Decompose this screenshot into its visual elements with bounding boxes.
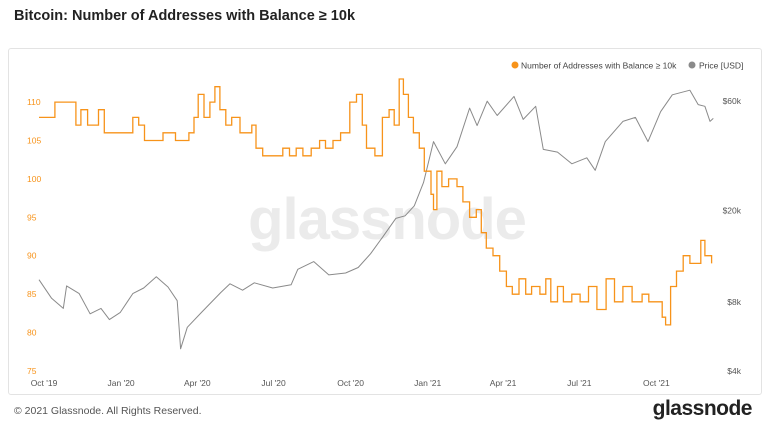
chart-canvas: glassnode Number of Addresses with Balan… bbox=[27, 61, 743, 389]
y-axis-right: $4k $8k $20k $60k bbox=[723, 96, 742, 376]
y-right-tick-label: $4k bbox=[727, 366, 741, 376]
copyright-text: © 2021 Glassnode. All Rights Reserved. bbox=[14, 405, 202, 417]
y-left-tick-label: 80 bbox=[27, 328, 37, 338]
x-tick-label: Jul '20 bbox=[261, 378, 286, 388]
y-right-tick-label: $60k bbox=[723, 96, 742, 106]
series-line-addresses bbox=[39, 78, 713, 326]
chart-title: Bitcoin: Number of Addresses with Balanc… bbox=[14, 8, 356, 24]
y-left-tick-label: 105 bbox=[27, 135, 41, 145]
y-right-tick-label: $20k bbox=[723, 206, 742, 216]
x-axis: Oct '19 Jan '20 Apr '20 Jul '20 Oct '20 Jan '… bbox=[31, 378, 670, 388]
x-tick-label: Oct '20 bbox=[337, 378, 364, 388]
chart-panel: glassnode Number of Addresses with Balan… bbox=[8, 48, 762, 395]
legend-label-price: Price [USD] bbox=[699, 61, 743, 71]
y-left-tick-label: 95 bbox=[27, 212, 37, 222]
y-left-tick-label: 110 bbox=[27, 97, 41, 107]
y-left-tick-label: 75 bbox=[27, 366, 37, 376]
y-left-tick-label: 100 bbox=[27, 174, 41, 184]
series-line-price bbox=[38, 89, 714, 350]
x-tick-label: Oct '19 bbox=[31, 378, 58, 388]
watermark: glassnode bbox=[248, 187, 526, 252]
x-tick-label: Jan '20 bbox=[108, 378, 135, 388]
x-tick-label: Jul '21 bbox=[567, 378, 592, 388]
y-axis-left: 75 80 85 90 95 100 105 110 bbox=[27, 97, 41, 376]
x-tick-label: Jan '21 bbox=[414, 378, 441, 388]
chart-legend: Number of Addresses with Balance ≥ 10k P… bbox=[511, 61, 743, 71]
x-tick-label: Oct '21 bbox=[643, 378, 670, 388]
x-tick-label: Apr '20 bbox=[184, 378, 211, 388]
legend-swatch-price bbox=[688, 61, 696, 69]
y-left-tick-label: 90 bbox=[27, 251, 37, 261]
x-tick-label: Apr '21 bbox=[490, 378, 517, 388]
y-left-tick-label: 85 bbox=[27, 289, 37, 299]
legend-label-addresses: Number of Addresses with Balance ≥ 10k bbox=[521, 61, 677, 71]
legend-swatch-addresses bbox=[511, 61, 519, 69]
y-right-tick-label: $8k bbox=[727, 297, 741, 307]
glassnode-logo: glassnode bbox=[652, 397, 753, 420]
